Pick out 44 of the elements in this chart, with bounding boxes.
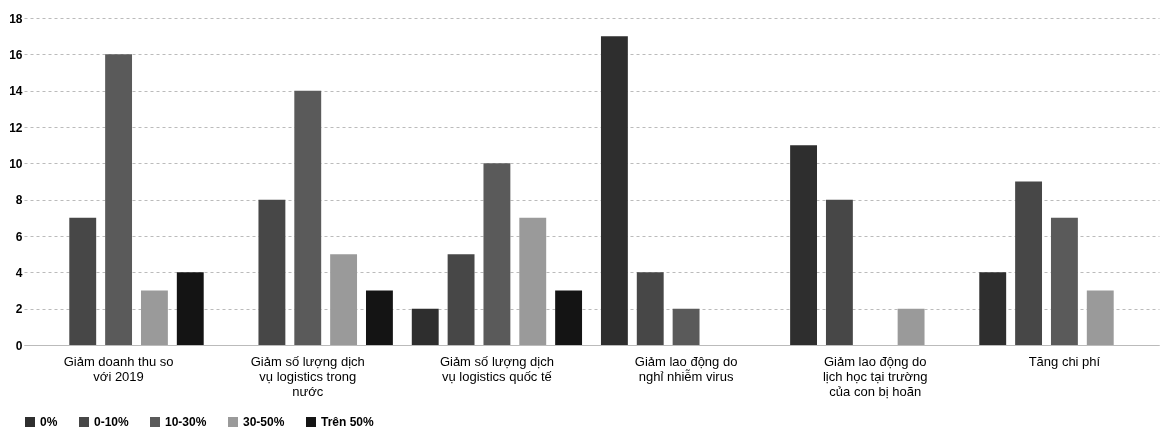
y-tick-label: 0: [15, 338, 23, 353]
bar: [258, 199, 286, 345]
y-tick-label: 4: [15, 265, 23, 280]
bar: [69, 217, 97, 345]
bar: [897, 308, 925, 345]
x-tick-label: Giảm lao động do nghỉ nhiễm virus: [634, 353, 738, 384]
bar: [483, 163, 511, 345]
x-tick-label: Giảm lao động do lịch học tại trường của con bị hoãn: [822, 353, 928, 399]
y-tick-label: 14: [9, 84, 23, 99]
bar: [330, 254, 358, 345]
bar: [636, 272, 664, 345]
x-tick-label: Tăng chi phí: [1028, 353, 1101, 369]
bar: [519, 217, 547, 345]
bar: [1050, 217, 1078, 345]
y-tick-label: 16: [9, 47, 23, 62]
x-tick-label: Giảm doanh thu so với 2019: [63, 353, 174, 384]
legend-label: Trên 50%: [321, 415, 375, 429]
y-tick-label: 6: [15, 229, 23, 244]
bar: [365, 290, 393, 345]
y-tick-label: 8: [15, 193, 23, 208]
y-tick-label: 10: [9, 156, 23, 171]
legend-label: 0%: [40, 415, 58, 429]
legend-label: 0-10%: [94, 415, 130, 429]
bar: [447, 254, 475, 345]
bar: [600, 36, 628, 345]
bar: [140, 290, 168, 345]
bar: [105, 54, 133, 345]
bar: [790, 145, 818, 345]
bar: [411, 308, 439, 345]
bar: [825, 199, 853, 345]
bar: [294, 90, 322, 345]
bar: [555, 290, 583, 345]
legend-label: 10-30%: [165, 415, 207, 429]
bar: [1086, 290, 1114, 345]
bar: [176, 272, 204, 345]
bar: [672, 308, 700, 345]
legend-label: 30-50%: [243, 415, 285, 429]
y-tick-label: 18: [9, 11, 23, 26]
y-tick-label: 2: [15, 302, 23, 317]
bar: [979, 272, 1007, 345]
x-tick-label: Giảm số lượng dịch vụ logistics trong nước: [250, 353, 365, 399]
x-tick-label: Giảm số lượng dịch vụ logistics quốc tế: [439, 353, 554, 384]
bar: [1015, 181, 1043, 345]
y-tick-label: 12: [9, 120, 23, 135]
